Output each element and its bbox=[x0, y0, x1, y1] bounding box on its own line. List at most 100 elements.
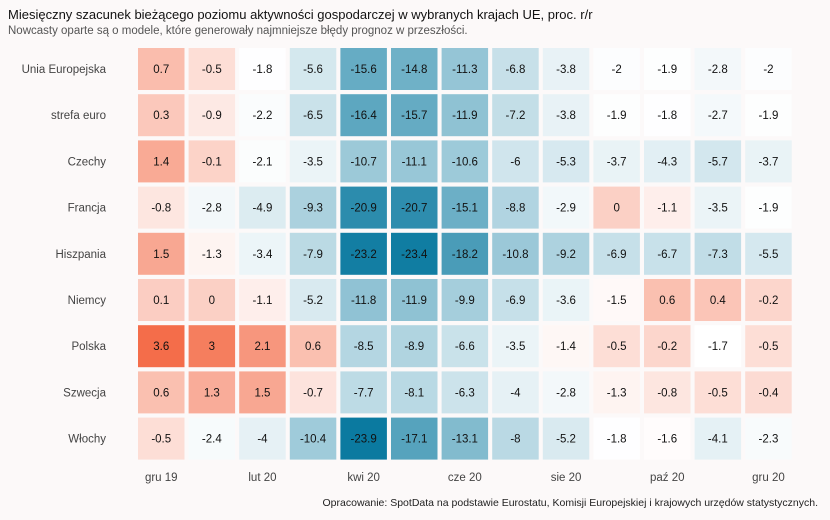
heatmap-cell bbox=[188, 232, 236, 275]
heatmap-cell bbox=[239, 371, 286, 414]
heatmap-cell bbox=[542, 140, 590, 183]
cell-value-label: -10.8 bbox=[502, 249, 528, 261]
heatmap-cell bbox=[593, 48, 640, 90]
cell-value-label: -14.8 bbox=[401, 64, 427, 76]
heatmap-cell bbox=[188, 371, 236, 414]
source-caption: Opracowanie: SpotData na podstawie Euros… bbox=[322, 497, 818, 509]
cell-value-label: -1.6 bbox=[657, 434, 677, 446]
heatmap-cell bbox=[289, 48, 337, 90]
y-axis-label: Niemcy bbox=[68, 295, 107, 307]
heatmap-cell bbox=[441, 325, 489, 368]
heatmap-cell bbox=[593, 186, 640, 229]
heatmap-cell bbox=[542, 94, 590, 137]
heatmap-cell bbox=[593, 94, 640, 137]
cell-value-label: 1.3 bbox=[204, 387, 220, 399]
cell-value-label: -8.5 bbox=[354, 341, 374, 353]
heatmap-cell bbox=[542, 279, 590, 321]
cell-value-label: -1.9 bbox=[759, 203, 779, 215]
cell-value-label: -0.9 bbox=[202, 110, 222, 122]
cell-value-label: -15.1 bbox=[452, 203, 478, 215]
y-axis-labels: Unia Europejska strefa euro Czechy Francja H… bbox=[22, 64, 107, 446]
y-axis-label: Hiszpania bbox=[56, 249, 107, 261]
cell-value-label: 0 bbox=[613, 203, 619, 215]
cell-value-label: 3.6 bbox=[153, 341, 169, 353]
cell-value-label: -3.5 bbox=[303, 156, 323, 168]
cell-value-label: -18.2 bbox=[452, 249, 478, 261]
heatmap-cell bbox=[492, 48, 539, 90]
heatmap-cell bbox=[745, 325, 792, 368]
heatmap-cell bbox=[694, 94, 742, 137]
cell-value-label: -2 bbox=[612, 64, 622, 76]
cell-value-label: -3.4 bbox=[253, 249, 273, 261]
heatmap-cell bbox=[542, 48, 590, 90]
cell-value-label: -0.4 bbox=[759, 387, 779, 399]
heatmap-cell bbox=[391, 371, 438, 414]
heatmap-cell bbox=[441, 186, 489, 229]
cell-value-label: -16.4 bbox=[351, 110, 378, 122]
cell-value-label: -3.8 bbox=[556, 110, 576, 122]
cell-value-label: -8.1 bbox=[404, 387, 424, 399]
cell-value-label: -2.2 bbox=[253, 110, 273, 122]
cell-value-label: -5.6 bbox=[303, 64, 323, 76]
cell-value-label: -8.9 bbox=[404, 341, 424, 353]
heatmap-cell bbox=[542, 186, 590, 229]
cell-value-label: 0.4 bbox=[710, 295, 727, 307]
cell-value-label: -9.9 bbox=[455, 295, 475, 307]
heatmap-cell bbox=[492, 417, 539, 460]
cell-value-label: -6 bbox=[510, 156, 520, 168]
heatmap-cell bbox=[593, 417, 640, 460]
heatmap-cell bbox=[441, 94, 489, 137]
heatmap-cell bbox=[289, 140, 337, 183]
heatmap-cell bbox=[542, 417, 590, 460]
heatmap-cell bbox=[593, 279, 640, 321]
heatmap-cell bbox=[745, 279, 792, 321]
cell-value-label: -9.2 bbox=[556, 249, 576, 261]
cell-value-label: -1.5 bbox=[607, 295, 627, 307]
heatmap-cell bbox=[188, 417, 236, 460]
cell-value-label: -11.9 bbox=[452, 110, 477, 122]
cell-value-label: -9.3 bbox=[303, 203, 323, 215]
heatmap-cell bbox=[138, 417, 185, 460]
heatmap-cell bbox=[694, 48, 742, 90]
heatmap-cell bbox=[188, 48, 236, 90]
cell-value-label: -10.4 bbox=[300, 434, 327, 446]
cell-value-label: -2.1 bbox=[253, 156, 273, 168]
chart-subtitle: Nowcasty oparte są o modele, które gener… bbox=[8, 25, 468, 37]
cell-value-label: -5.2 bbox=[556, 434, 576, 446]
cell-value-label: -23.2 bbox=[351, 249, 377, 261]
cell-value-label: 1.5 bbox=[254, 387, 270, 399]
x-axis-tick-label: cze 20 bbox=[448, 472, 482, 484]
cell-value-label: -0.2 bbox=[657, 341, 677, 353]
chart-title: Miesięczny szacunek bieżącego poziomu ak… bbox=[8, 7, 593, 22]
heatmap-cell bbox=[492, 94, 539, 137]
heatmap-cell bbox=[289, 371, 337, 414]
heatmap-cell bbox=[694, 417, 742, 460]
heatmap-cell bbox=[188, 140, 236, 183]
cell-value-label: -11.3 bbox=[452, 64, 477, 76]
heatmap-cell bbox=[239, 94, 286, 137]
heatmap-cell bbox=[340, 232, 387, 275]
cell-value-label: -15.6 bbox=[351, 64, 377, 76]
heatmap-cell bbox=[644, 371, 691, 414]
cell-value-label: 1.4 bbox=[153, 156, 170, 168]
cell-value-label: -2 bbox=[763, 64, 773, 76]
heatmap-cell bbox=[391, 186, 438, 229]
heatmap-cell bbox=[340, 325, 387, 368]
heatmap-cell bbox=[239, 186, 286, 229]
cell-value-label: -0.5 bbox=[151, 434, 171, 446]
heatmap-cell bbox=[644, 325, 691, 368]
y-axis-label: Włochy bbox=[68, 434, 106, 446]
cell-value-label: -6.8 bbox=[506, 64, 526, 76]
x-axis-tick-label: gru 20 bbox=[752, 472, 785, 484]
heatmap-cell bbox=[745, 48, 792, 90]
heatmap-cell bbox=[340, 417, 387, 460]
heatmap-cell bbox=[492, 186, 539, 229]
cell-value-label: -3.5 bbox=[708, 203, 728, 215]
heatmap-cell bbox=[492, 232, 539, 275]
cell-value-label: -8.8 bbox=[506, 203, 526, 215]
heatmap-cell bbox=[694, 140, 742, 183]
cell-value-label: -2.9 bbox=[556, 203, 576, 215]
heatmap-cell bbox=[644, 186, 691, 229]
heatmap-cell bbox=[239, 279, 286, 321]
